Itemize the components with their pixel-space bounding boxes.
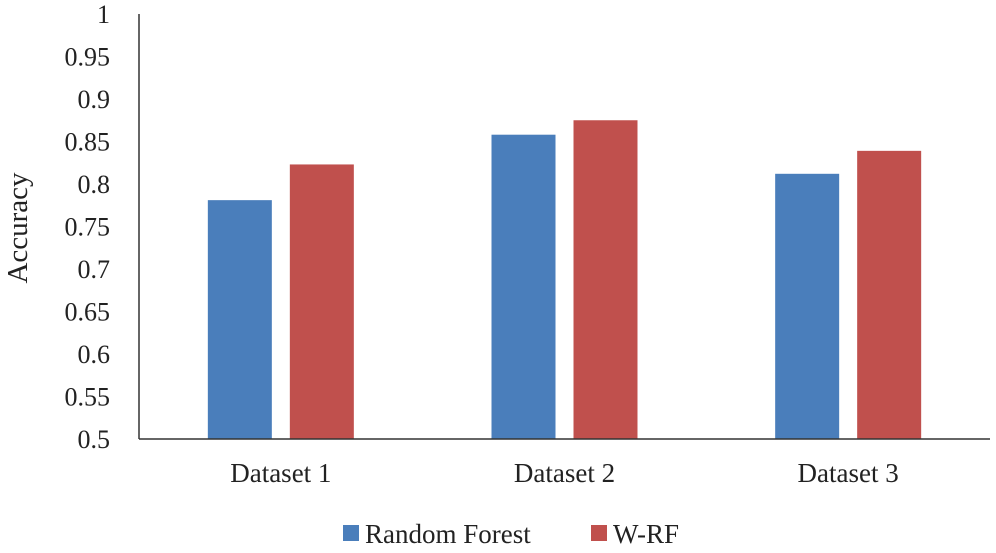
y-tick-label: 0.5 bbox=[78, 425, 111, 454]
x-category-label: Dataset 1 bbox=[230, 458, 331, 488]
y-tick-label: 0.95 bbox=[65, 43, 111, 72]
y-tick-label: 0.8 bbox=[78, 170, 111, 199]
bar-random-forest-3 bbox=[775, 173, 840, 440]
y-tick-label: 0.65 bbox=[65, 298, 111, 327]
x-category-label: Dataset 3 bbox=[798, 458, 899, 488]
legend-swatch bbox=[591, 525, 607, 541]
bar-random-forest-1 bbox=[207, 200, 272, 439]
bar-w-rf-3 bbox=[857, 150, 922, 439]
legend: Random Forest W-RF bbox=[343, 519, 679, 549]
y-tick-label: 0.85 bbox=[65, 128, 111, 157]
y-tick-label: 0.55 bbox=[65, 383, 111, 412]
y-tick-label: 0.6 bbox=[78, 340, 111, 369]
y-tick-label: 0.75 bbox=[65, 213, 111, 242]
y-tick-label: 0.9 bbox=[78, 85, 111, 114]
bars bbox=[207, 120, 922, 440]
legend-label: W-RF bbox=[613, 519, 679, 548]
bar-w-rf-1 bbox=[289, 164, 354, 439]
x-axis-labels: Dataset 1 Dataset 2 Dataset 3 bbox=[230, 458, 899, 488]
x-category-label: Dataset 2 bbox=[514, 458, 615, 488]
legend-swatch bbox=[343, 525, 359, 541]
bar-random-forest-2 bbox=[491, 134, 556, 439]
bar-w-rf-2 bbox=[573, 120, 638, 439]
y-axis-title: Accuracy bbox=[2, 172, 34, 284]
legend-label: Random Forest bbox=[365, 519, 531, 548]
y-tick-label: 1 bbox=[97, 0, 110, 29]
y-tick-label: 0.7 bbox=[78, 255, 111, 284]
y-axis-ticks: 0.5 0.55 0.6 0.65 0.7 0.75 0.8 0.85 0.9 0.95 1 bbox=[65, 0, 111, 454]
